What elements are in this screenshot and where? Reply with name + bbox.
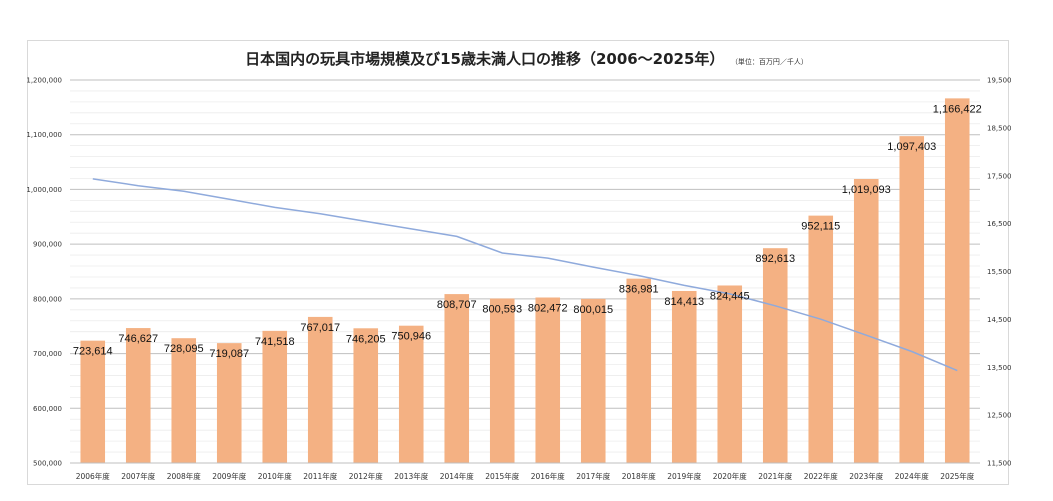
data-label: 719,087: [209, 348, 249, 360]
x-tick-label: 2020年度: [713, 471, 748, 481]
x-tick-label: 2007年度: [121, 471, 156, 481]
bar: [489, 298, 515, 463]
y-right-tick-label: 16,500: [987, 220, 1012, 228]
bar: [171, 338, 197, 463]
bar: [580, 298, 606, 463]
bar: [853, 178, 879, 463]
x-tick-label: 2022年度: [804, 471, 839, 481]
data-label: 808,707: [437, 299, 477, 311]
data-label: 800,015: [573, 304, 613, 316]
data-label: 746,205: [346, 333, 386, 345]
chart-title: 日本国内の玩具市場規模及び15歳未満人口の推移（2006～2025年）: [245, 50, 725, 68]
data-label: 836,981: [619, 284, 659, 296]
y-left-tick-label: 1,100,000: [26, 131, 62, 139]
x-tick-label: 2015年度: [485, 471, 520, 481]
y-right-tick-label: 13,500: [987, 364, 1012, 372]
x-tick-label: 2014年度: [440, 471, 475, 481]
data-label: 728,095: [164, 343, 204, 355]
bar: [216, 343, 242, 463]
data-label: 1,097,403: [887, 141, 936, 153]
bar: [398, 325, 424, 463]
x-tick-label: 2018年度: [622, 471, 657, 481]
data-label: 741,518: [255, 336, 295, 348]
data-label: 892,613: [755, 253, 795, 265]
y-left-tick-label: 900,000: [33, 241, 62, 249]
x-tick-label: 2006年度: [76, 471, 111, 481]
x-tick-label: 2013年度: [394, 471, 429, 481]
data-label: 824,445: [710, 290, 750, 302]
bar: [125, 328, 151, 463]
x-tick-label: 2016年度: [531, 471, 566, 481]
y-left-tick-label: 500,000: [33, 460, 62, 468]
bar: [762, 248, 788, 463]
y-right-tick-label: 11,500: [987, 460, 1012, 468]
y-right-tick-label: 19,500: [987, 77, 1012, 85]
bar: [535, 297, 561, 463]
data-label: 814,413: [664, 296, 704, 308]
bar: [899, 136, 925, 464]
data-label: 1,019,093: [842, 184, 891, 196]
bar: [717, 285, 743, 463]
data-label: 1,166,422: [933, 103, 982, 115]
x-tick-label: 2009年度: [212, 471, 247, 481]
bar: [944, 98, 970, 464]
bar: [444, 294, 470, 463]
x-tick-label: 2011年度: [303, 471, 338, 481]
x-tick-label: 2017年度: [576, 471, 611, 481]
bar: [626, 278, 652, 463]
chart-title-block: 日本国内の玩具市場規模及び15歳未満人口の推移（2006～2025年） （単位：百…: [0, 48, 1053, 69]
data-label: 723,614: [73, 346, 113, 358]
bar: [353, 328, 379, 463]
y-left-tick-label: 700,000: [33, 350, 62, 358]
y-left-tick-label: 1,200,000: [26, 77, 62, 85]
y-right-tick-label: 15,500: [987, 268, 1012, 276]
y-left-tick-label: 600,000: [33, 405, 62, 413]
bar: [808, 215, 834, 463]
y-left-tick-label: 1,000,000: [26, 186, 62, 194]
x-tick-label: 2012年度: [349, 471, 384, 481]
x-tick-label: 2024年度: [895, 471, 930, 481]
unit-note: （単位：百万円／千人）: [734, 58, 808, 66]
data-label: 802,472: [528, 303, 568, 315]
x-tick-label: 2023年度: [849, 471, 884, 481]
bar: [80, 340, 106, 463]
x-tick-label: 2010年度: [258, 471, 293, 481]
data-label: 767,017: [300, 322, 340, 334]
y-right-tick-label: 18,500: [987, 124, 1012, 132]
data-label: 746,627: [118, 333, 158, 345]
x-tick-label: 2008年度: [167, 471, 202, 481]
x-tick-label: 2025年度: [940, 471, 975, 481]
data-label: 800,593: [482, 304, 522, 316]
data-label: 750,946: [391, 331, 431, 343]
y-right-tick-label: 14,500: [987, 316, 1012, 324]
bar: [307, 316, 333, 463]
y-left-tick-label: 800,000: [33, 295, 62, 303]
bar: [671, 290, 697, 463]
data-label: 952,115: [801, 221, 840, 233]
y-right-tick-label: 12,500: [987, 412, 1012, 420]
y-right-tick-label: 17,500: [987, 172, 1012, 180]
x-tick-label: 2019年度: [667, 471, 702, 481]
population-line: [92, 178, 958, 372]
bar: [262, 330, 288, 463]
x-tick-label: 2021年度: [758, 471, 793, 481]
